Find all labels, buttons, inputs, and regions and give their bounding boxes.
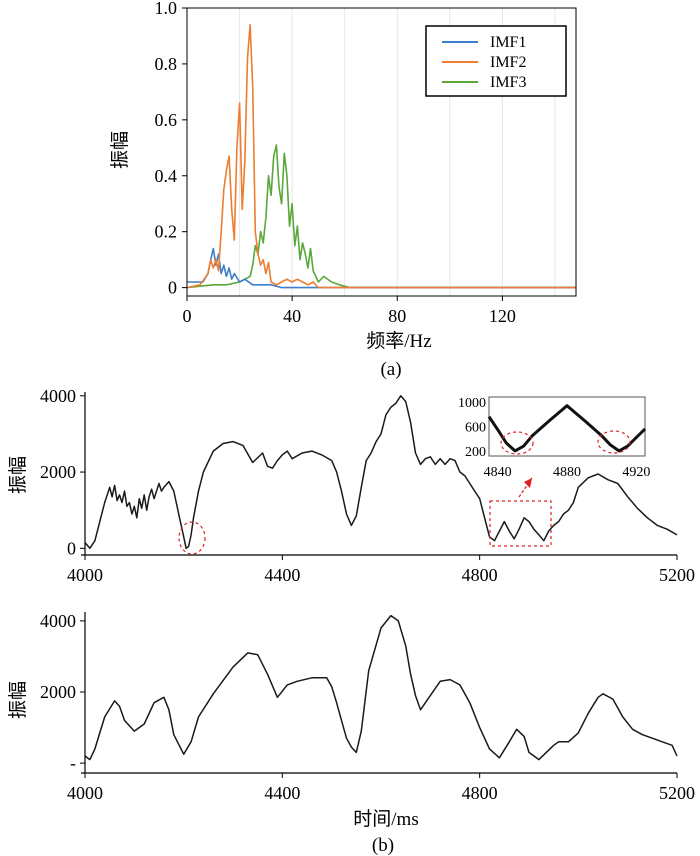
- legend-label: IMF1: [490, 34, 526, 51]
- zoom-region-box: [489, 500, 552, 547]
- x-tick-label: 0: [183, 306, 192, 326]
- y-tick-label: 0: [67, 538, 76, 558]
- inset-y-tick-label: 1000: [458, 396, 486, 411]
- zoom-arrowhead: [524, 478, 532, 488]
- x-tick-label: 40: [283, 306, 301, 326]
- panel-b-bottom: 4000 4400 4800 5200 - 2000 4000 时间/ms 振幅 (b): [7, 611, 695, 856]
- y-tick-label: 4000: [40, 611, 76, 631]
- trace-line: [84, 614, 678, 761]
- chart-a-axes: 0 40 80 120 0 0.2 0.4 0.6 0.8 1.0: [155, 0, 516, 326]
- x-tick-label: 5200: [659, 783, 695, 803]
- x-tick-label: 4000: [67, 565, 103, 585]
- zoom-arrow: [518, 477, 533, 498]
- panel-a-caption: (a): [380, 359, 401, 380]
- series-line-imf3: [186, 144, 576, 289]
- y-tick-label: 2000: [40, 462, 76, 482]
- y-tick-label: 0.8: [155, 54, 178, 74]
- chart-b-top-axes: 4000 4400 4800 5200 0 2000 4000: [40, 386, 695, 585]
- x-tick-label: 80: [388, 306, 406, 326]
- inset-y-tick-label: 200: [465, 445, 486, 460]
- inset-y-tick-label: 600: [465, 421, 486, 436]
- y-tick-label: 4000: [40, 386, 76, 406]
- series-line-imf1: [187, 247, 576, 289]
- chart-a-ylabel: 振幅: [109, 131, 131, 169]
- inset-x-tick-label: 4880: [553, 465, 581, 480]
- chart-a-series: [186, 24, 576, 289]
- panel-b-top: 4000 4400 4800 5200 0 2000 4000 振幅 4840 4880 492…: [7, 386, 695, 585]
- chart-b-top-ylabel: 振幅: [7, 456, 29, 494]
- x-tick-label: 4400: [264, 783, 300, 803]
- x-tick-label: 5200: [659, 565, 695, 585]
- trace-line: [84, 395, 678, 550]
- x-tick-label: 4000: [67, 783, 103, 803]
- chart-a-xlabel: 频率/Hz: [366, 330, 431, 352]
- y-tick-label: 0.4: [155, 166, 178, 186]
- x-tick-label: 4800: [462, 565, 498, 585]
- x-tick-label: 4400: [264, 565, 300, 585]
- y-tick-label: 2000: [40, 682, 76, 702]
- inset-x-tick-label: 4840: [484, 465, 512, 480]
- chart-a-frame: [186, 7, 577, 297]
- chart-b-bottom-series: [84, 614, 678, 761]
- x-tick-label: 120: [489, 306, 516, 326]
- y-tick-label: 1.0: [155, 0, 178, 18]
- inset-left-minimum-circle: [500, 431, 534, 455]
- y-tick-label: 0.2: [155, 222, 178, 242]
- chart-b-bottom-xlabel: 时间/ms: [353, 808, 418, 830]
- inset-right-minimum-circle: [597, 430, 631, 454]
- y-tick-label: 0.6: [155, 110, 178, 130]
- chart-a-legend: IMF1 IMF2 IMF3: [425, 25, 567, 97]
- y-tick-label: -: [70, 753, 76, 773]
- series-line-imf2: [186, 24, 576, 289]
- chart-b-bottom-axes: 4000 4400 4800 5200 - 2000 4000: [40, 611, 695, 803]
- inset-chart: 4840 4880 4920 200 600 1000: [458, 396, 650, 480]
- minimum-highlight-circle: [178, 521, 206, 555]
- chart-b-top-series: [84, 395, 678, 550]
- chart-b-bottom-ylabel: 振幅: [7, 681, 29, 719]
- legend-label: IMF2: [490, 54, 526, 71]
- panel-b-caption: (b): [372, 835, 394, 856]
- legend-label: IMF3: [490, 74, 526, 91]
- inset-trace-line: [487, 404, 647, 453]
- inset-x-tick-label: 4920: [622, 465, 650, 480]
- x-tick-label: 4800: [462, 783, 498, 803]
- y-tick-label: 0: [168, 278, 177, 298]
